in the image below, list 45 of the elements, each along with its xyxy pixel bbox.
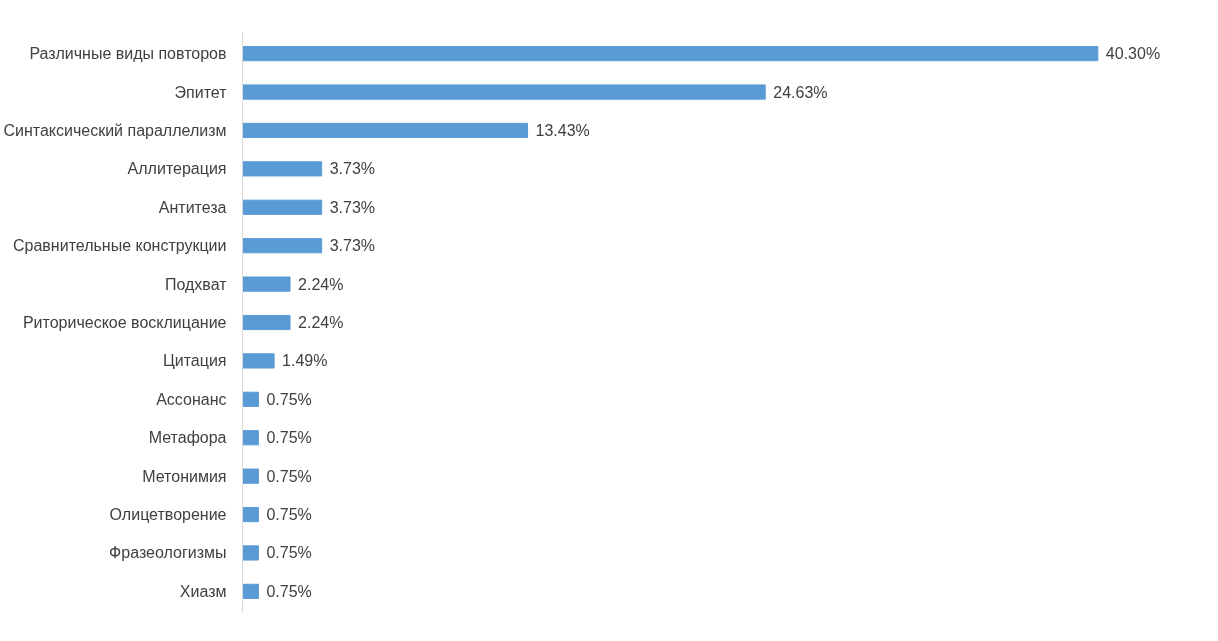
bar bbox=[242, 430, 259, 446]
y-tick-label: Эпитет bbox=[174, 83, 228, 101]
data-label: 2.24% bbox=[298, 275, 344, 293]
bar bbox=[242, 276, 291, 292]
bar bbox=[242, 391, 259, 407]
bar bbox=[242, 468, 259, 484]
bar bbox=[242, 314, 291, 331]
bar bbox=[242, 122, 529, 139]
bar bbox=[242, 238, 323, 254]
y-tick-label: Синтаксический параллелизм bbox=[3, 121, 227, 139]
y-tick-label: Различные виды повторов bbox=[29, 45, 227, 63]
bar bbox=[242, 46, 1099, 62]
y-tick-label: Метонимия bbox=[142, 467, 227, 485]
bar bbox=[242, 161, 323, 177]
y-tick-label: Фразеологизмы bbox=[109, 544, 227, 562]
data-label: 0.75% bbox=[266, 390, 312, 408]
data-label: 1.49% bbox=[282, 352, 328, 370]
data-label: 0.75% bbox=[266, 582, 312, 600]
data-label: 3.73% bbox=[329, 198, 376, 216]
bar bbox=[242, 199, 323, 215]
bar bbox=[242, 353, 275, 369]
data-label: 24.63% bbox=[773, 83, 828, 101]
y-tick-label: Сравнительные конструкции bbox=[13, 237, 227, 255]
data-label: 0.75% bbox=[266, 544, 312, 562]
data-label: 0.75% bbox=[266, 429, 312, 447]
y-tick-label: Хиазм bbox=[179, 582, 227, 600]
y-tick-label: Риторическое восклицание bbox=[22, 314, 227, 331]
data-label: 40.30% bbox=[1105, 45, 1161, 63]
bar bbox=[242, 84, 766, 100]
bar bbox=[242, 545, 259, 561]
data-label: 13.43% bbox=[535, 121, 590, 139]
bar bbox=[242, 506, 259, 523]
y-tick-label: Цитация bbox=[162, 352, 227, 370]
data-label: 3.73% bbox=[329, 160, 376, 178]
y-tick-label: Подхват bbox=[164, 275, 228, 293]
data-label: 3.73% bbox=[329, 237, 376, 255]
y-tick-label: Аллитерация bbox=[127, 160, 227, 178]
data-label: 0.75% bbox=[266, 467, 312, 485]
y-tick-label: Олицетворение bbox=[109, 506, 227, 524]
data-label: 0.75% bbox=[266, 506, 312, 524]
data-label: 2.24% bbox=[298, 314, 344, 331]
bar bbox=[242, 583, 259, 599]
y-tick-label: Антитеза bbox=[158, 198, 227, 216]
y-tick-label: Метафора bbox=[148, 429, 227, 447]
y-tick-label: Ассонанс bbox=[156, 390, 227, 408]
